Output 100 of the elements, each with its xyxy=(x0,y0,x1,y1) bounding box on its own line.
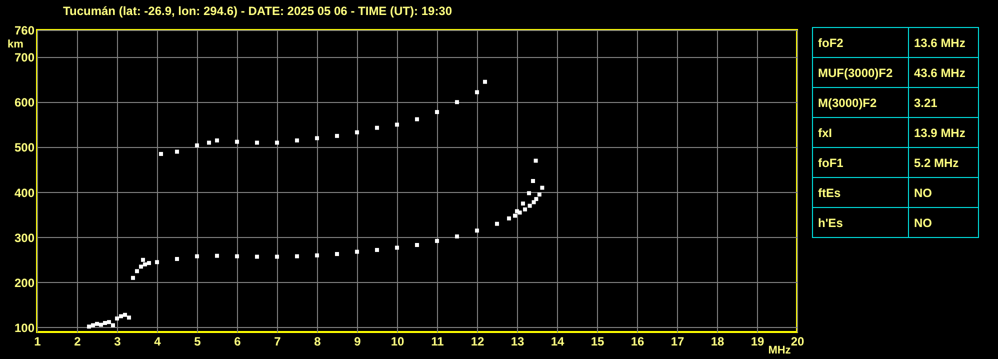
point xyxy=(195,254,199,258)
x-tick-label: 17 xyxy=(670,334,684,348)
x-tick-label: 12 xyxy=(470,334,484,348)
x-tick-label: 9 xyxy=(354,334,362,348)
y-tick-label: 700 xyxy=(14,50,35,65)
x-tick-label: 3 xyxy=(114,334,122,348)
point xyxy=(159,152,163,156)
text: 13.6 MHz xyxy=(908,28,978,58)
point xyxy=(139,264,143,269)
text: 5.2 MHz xyxy=(908,148,978,178)
y-tick-label: 100 xyxy=(14,320,35,335)
x-tick-label: 8 xyxy=(314,334,322,348)
x-tick-label: 19 xyxy=(750,334,764,348)
text: fxI xyxy=(812,118,908,148)
x-tick-label: 1 xyxy=(34,334,42,348)
point xyxy=(131,276,135,280)
point xyxy=(521,202,525,206)
point xyxy=(207,140,211,145)
point xyxy=(395,122,399,127)
text: 13.9 MHz xyxy=(908,118,978,148)
text: h'Es xyxy=(812,208,908,238)
point xyxy=(99,322,103,327)
y-tick-label: 400 xyxy=(14,186,35,200)
point xyxy=(518,210,522,215)
point xyxy=(475,90,479,94)
point xyxy=(141,258,145,262)
point xyxy=(275,140,279,145)
x-tick-label: 5 xyxy=(194,334,202,348)
point xyxy=(147,261,151,266)
point xyxy=(103,320,107,325)
point xyxy=(95,322,99,326)
point xyxy=(534,158,538,163)
point xyxy=(375,248,379,252)
point xyxy=(255,140,259,145)
point xyxy=(375,126,379,130)
text: NO xyxy=(908,178,978,208)
x-tick-label: 13 xyxy=(510,334,524,348)
x-axis-title: MHz xyxy=(768,344,792,356)
point xyxy=(315,136,319,140)
point xyxy=(315,253,319,258)
point xyxy=(175,150,179,154)
text: 43.6 MHz xyxy=(908,58,978,88)
point xyxy=(455,234,459,238)
point xyxy=(111,323,115,328)
point xyxy=(513,214,517,218)
point xyxy=(355,250,359,254)
y-tick-label: 200 xyxy=(14,276,35,290)
point xyxy=(527,191,531,196)
y-tick-label: 600 xyxy=(14,96,35,110)
point xyxy=(523,207,527,212)
point xyxy=(537,192,542,197)
point xyxy=(87,324,91,329)
point xyxy=(507,216,511,220)
point xyxy=(107,320,111,324)
point xyxy=(435,110,439,114)
x-tick-label: 11 xyxy=(431,334,444,348)
x-tick-label: 6 xyxy=(234,334,242,348)
point xyxy=(255,254,259,259)
point xyxy=(235,254,239,258)
x-tick-label: 15 xyxy=(590,334,604,348)
point xyxy=(355,130,359,134)
point xyxy=(119,314,123,318)
point xyxy=(395,246,399,250)
y-tick-label: 300 xyxy=(14,230,35,245)
point xyxy=(495,222,499,226)
point xyxy=(123,312,127,317)
text: foF1 xyxy=(812,148,908,178)
text: MUF(3000)F2 xyxy=(812,58,908,88)
point xyxy=(295,138,299,142)
x-tick-label: 2 xyxy=(74,334,82,348)
x-tick-label: 14 xyxy=(550,334,564,348)
point xyxy=(335,252,339,256)
point xyxy=(127,316,131,320)
point xyxy=(91,323,95,328)
x-tick-label: 4 xyxy=(154,334,162,348)
text: 3.21 xyxy=(908,88,978,118)
point xyxy=(135,269,139,274)
x-tick-label: 20 xyxy=(790,334,804,348)
point xyxy=(155,260,159,264)
point xyxy=(195,143,199,148)
point xyxy=(455,100,459,104)
point xyxy=(115,316,119,320)
text: NO xyxy=(908,208,978,238)
point xyxy=(528,204,532,208)
x-tick-label: 18 xyxy=(710,334,724,348)
point xyxy=(215,138,219,142)
x-tick-label: 16 xyxy=(630,334,644,348)
point xyxy=(335,134,339,138)
point xyxy=(435,238,439,243)
point xyxy=(143,262,147,266)
y-tick-label: 500 xyxy=(14,140,35,155)
point xyxy=(415,243,419,248)
point xyxy=(483,80,487,84)
point xyxy=(415,117,419,122)
point xyxy=(235,140,239,144)
x-tick-label: 7 xyxy=(274,334,282,348)
point xyxy=(175,256,179,261)
text: ftEs xyxy=(812,178,908,208)
point xyxy=(275,254,279,259)
x-tick-label: 10 xyxy=(390,334,404,348)
